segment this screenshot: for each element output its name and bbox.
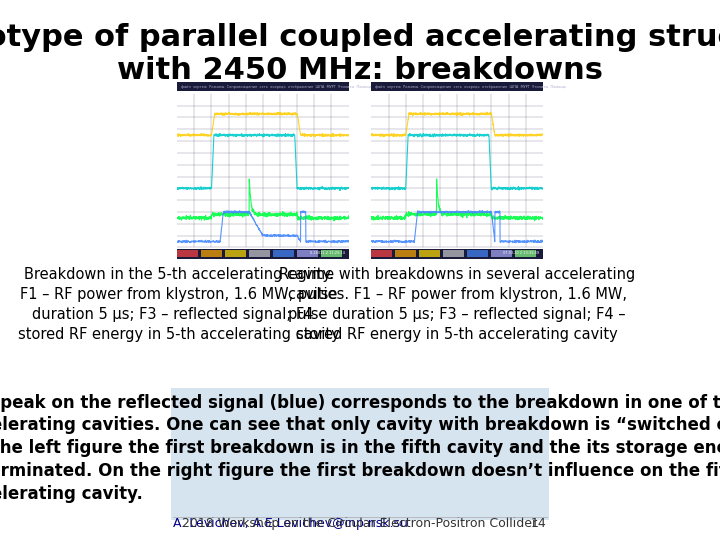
Text: The peak on the reflected signal (blue) corresponds to the breakdown in one of t: The peak on the reflected signal (blue) … [0,394,720,503]
Text: 14: 14 [531,517,546,530]
Text: 2018 Workshop on the Circular Electron-Positron Collider: 2018 Workshop on the Circular Electron-P… [182,517,538,530]
Text: Prototype of parallel coupled accelerating structure
with 2450 MHz: breakdowns: Prototype of parallel coupled accelerati… [0,23,720,85]
Text: Breakdown in the 5-th accelerating cavity.
F1 – RF power from klystron, 1.6 MW, : Breakdown in the 5-th accelerating cavit… [18,267,340,342]
Text: A. Levichev, A.E.Levichev@inp.nsk.su: A. Levichev, A.E.Levichev@inp.nsk.su [174,517,408,530]
FancyBboxPatch shape [171,388,549,520]
Text: Regime with breakdowns in several accelerating
cavities. F1 – RF power from klys: Regime with breakdowns in several accele… [279,267,635,342]
